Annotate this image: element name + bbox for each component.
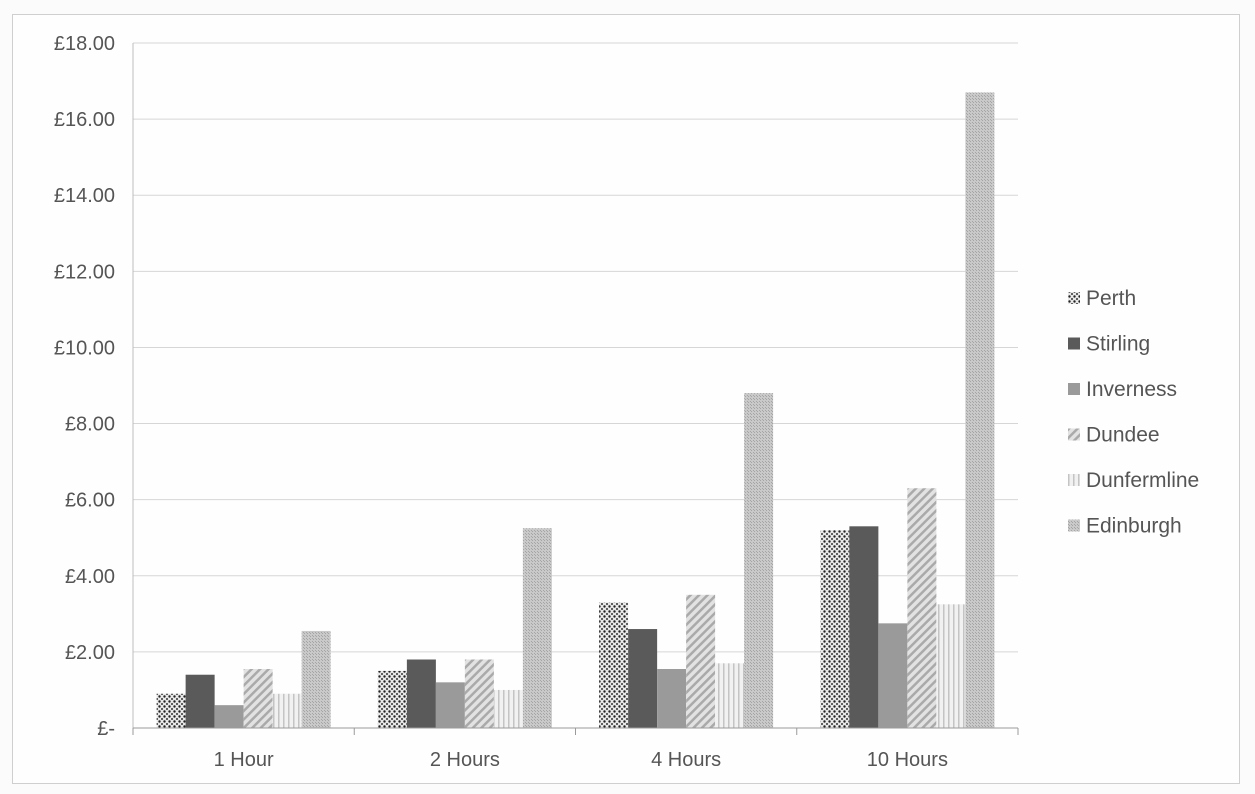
x-tick-label: 1 Hour: [214, 749, 274, 771]
legend-label-edinburgh: Edinburgh: [1086, 515, 1182, 538]
bar-stirling-2: [406, 659, 436, 728]
x-tick-label: 2 Hours: [430, 749, 500, 771]
bar-edinburgh-3: [744, 393, 774, 728]
legend-label-dunfermline: Dunfermline: [1086, 469, 1199, 492]
x-tick-label: 10 Hours: [867, 749, 948, 771]
legend-label-perth: Perth: [1086, 287, 1136, 310]
chart-frame: £- £2.00 £4.00 £6.00 £8.00 £10.00 £12.00 £14.00…: [12, 14, 1240, 784]
x-tick-label: 4 Hours: [651, 749, 721, 771]
bar-inverness-4: [878, 623, 908, 728]
legend-label-dundee: Dundee: [1086, 424, 1160, 447]
bar-perth-2: [377, 670, 407, 728]
bar-perth-4: [820, 530, 850, 728]
legend-swatch-stirling: [1068, 337, 1080, 350]
legend-swatch-dunfermline: [1068, 474, 1080, 486]
y-tick-label: £2.00: [65, 642, 115, 664]
bar-dundee-4: [907, 488, 937, 728]
legend-label-inverness: Inverness: [1086, 378, 1177, 401]
legend-label-stirling: Stirling: [1086, 333, 1150, 356]
bar-dundee-2: [464, 659, 494, 728]
bar-dunfermline-3: [715, 663, 745, 728]
bar-dunfermline-1: [272, 693, 302, 728]
bar-dundee-3: [686, 594, 716, 728]
bar-edinburgh-1: [301, 630, 331, 728]
bar-perth-1: [156, 693, 186, 728]
bar-dundee-1: [243, 669, 273, 728]
legend-swatch-inverness: [1068, 383, 1080, 395]
bar-inverness-1: [214, 705, 244, 728]
bar-edinburgh-4: [965, 92, 995, 728]
legend-swatch-dundee: [1068, 428, 1080, 441]
y-tick-label: £14.00: [54, 185, 115, 207]
y-tick-label: £18.00: [54, 33, 115, 55]
bar-inverness-3: [657, 669, 687, 728]
y-tick-label: £16.00: [54, 109, 115, 131]
bar-stirling-1: [185, 674, 215, 728]
y-tick-label: £12.00: [54, 261, 115, 283]
y-tick-label: £6.00: [65, 490, 115, 512]
y-tick-label: £8.00: [65, 414, 115, 436]
bar-dunfermline-4: [936, 604, 966, 728]
bar-chart: £- £2.00 £4.00 £6.00 £8.00 £10.00 £12.00 £14.00…: [54, 33, 1199, 771]
bar-inverness-2: [435, 682, 465, 728]
bar-dunfermline-2: [493, 689, 523, 728]
y-tick-label: £-: [97, 718, 115, 740]
y-tick-label: £10.00: [54, 337, 115, 359]
legend-swatch-edinburgh: [1068, 519, 1080, 532]
y-tick-label: £4.00: [65, 566, 115, 588]
legend-swatch-perth: [1068, 292, 1080, 304]
bar-edinburgh-2: [522, 528, 552, 728]
bar-stirling-4: [849, 526, 879, 728]
bar-stirling-3: [628, 629, 658, 728]
bar-perth-3: [599, 602, 629, 728]
